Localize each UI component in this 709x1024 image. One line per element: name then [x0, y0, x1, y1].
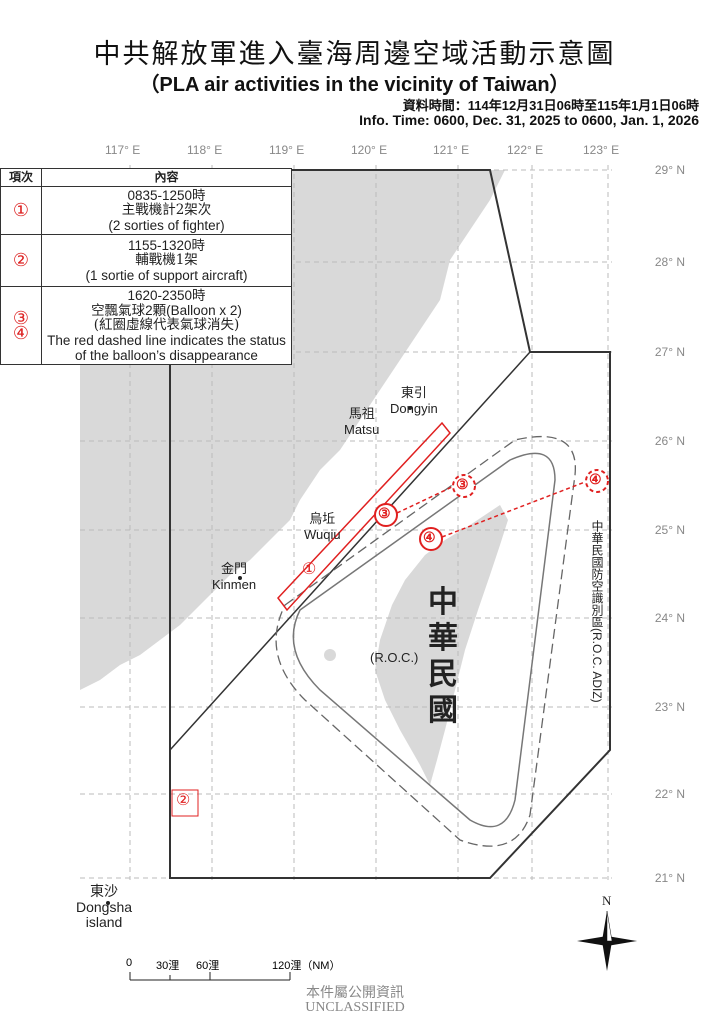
marker-1: ① — [302, 561, 317, 578]
balloon-4-end-circle — [585, 469, 609, 493]
longitude-label: 118° E — [187, 143, 223, 157]
roc-label: (R.O.C.) — [370, 650, 419, 665]
map-subtitle: （PLA air activities in the vicinity of T… — [139, 74, 570, 96]
latitude-label: 28° N — [654, 255, 685, 269]
legend-text: 1620-2350時 — [127, 288, 206, 303]
wuqiu-label: 烏坵 Wuqiu — [304, 512, 341, 542]
scale-label: 60浬 — [196, 960, 220, 972]
scale-bar — [129, 972, 291, 981]
balloon-4-start-circle — [419, 527, 443, 551]
legend-text: The red dashed line indicates the status… — [47, 333, 286, 363]
legend-text: (1 sortie of support aircraft) — [85, 268, 248, 283]
penghu-islands — [324, 649, 336, 661]
balloon-3-start-circle — [374, 503, 398, 527]
latitude-label: 26° N — [654, 434, 685, 448]
latitude-label: 29° N — [654, 163, 685, 177]
scale-label: 120浬（NM） — [272, 960, 341, 972]
legend-text: 空飄氣球2顆(Balloon x 2) — [91, 303, 242, 318]
legend-number: ② — [0, 234, 42, 287]
legend-row: ① 0835-1250時 主戰機計2架次 (2 sorties of fighter… — [0, 186, 292, 235]
adiz-label: 中華民國防空識別區(R.O.C. ADIZ) — [590, 520, 604, 703]
dongyin-label: 東引 Dongyin — [390, 386, 438, 416]
legend-text: (2 sorties of fighter) — [108, 218, 225, 233]
roc-chinese-label: 中華民國 — [428, 585, 458, 728]
marker-2: ② — [176, 792, 191, 809]
kinmen-label: 金門 Kinmen — [212, 562, 257, 592]
latitude-label: 21° N — [654, 871, 685, 885]
legend-header-item: 項次 — [0, 168, 42, 187]
longitude-label: 123° E — [583, 143, 620, 157]
support-aircraft-area — [171, 789, 199, 817]
marker-4-start: ④ — [423, 529, 436, 545]
diagonal-line — [169, 351, 531, 751]
legend-header-content: 內容 — [41, 168, 292, 187]
compass-north-label: N — [602, 893, 612, 908]
dongsha-dot — [106, 901, 110, 905]
latitude-label: 25° N — [654, 523, 685, 537]
legend-text: 主戰機計2架次 — [121, 202, 212, 218]
legend-number: ④ — [12, 322, 30, 344]
compass-rose — [577, 910, 637, 971]
taiwan-island — [375, 505, 508, 785]
footer-unclassified: UNCLASSIFIED — [305, 1000, 405, 1015]
info-time-zh: 資料時間：114年12月31日06時至115年1月1日06時 — [402, 98, 699, 113]
info-time-en: Info. Time: 0600, Dec. 31, 2025 to 0600,… — [359, 112, 699, 128]
legend-row: ② 1155-1320時 輔戰機1架 (1 sortie of support ai… — [0, 234, 292, 287]
footer-zh: 本件屬公開資訊 — [306, 986, 404, 1001]
adiz-inner-line — [292, 452, 556, 828]
longitude-label: 120° E — [351, 143, 388, 157]
longitude-label: 119° E — [269, 143, 305, 157]
legend-text: 0835-1250時 — [127, 188, 206, 203]
latitude-label: 22° N — [654, 787, 685, 801]
dongsha-label: 東沙 Dongsha island — [76, 884, 133, 930]
dongyin-dot — [408, 406, 412, 410]
legend-table: 項次 內容 ① 0835-1250時 主戰機計2架次 (2 sorties of fi… — [0, 168, 292, 365]
longitude-label: 121° E — [433, 143, 470, 157]
legend-number: ③ — [12, 307, 30, 329]
adiz-outer-line — [275, 436, 576, 847]
kinmen-dot — [238, 576, 242, 580]
matsu-label: 馬祖 Matsu — [344, 407, 380, 437]
longitude-label: 122° E — [507, 143, 544, 157]
marker-3-start: ③ — [378, 505, 391, 521]
balloon-3-end-circle — [452, 474, 476, 498]
balloon-4-track — [441, 481, 586, 538]
longitude-label: 117° E — [105, 143, 141, 157]
legend-number: ① — [0, 186, 42, 235]
legend-text: 1155-1320時 — [127, 238, 206, 253]
legend-text: (紅圈虛線代表氣球消失) — [93, 317, 240, 333]
legend-text: 輔戰機1架 — [135, 252, 198, 268]
scale-label: 30浬 — [156, 960, 180, 972]
fighter-activity-area — [277, 421, 451, 612]
marker-3-end: ③ — [456, 476, 469, 492]
latitude-label: 23° N — [654, 700, 685, 714]
scale-label: 0 — [126, 957, 133, 969]
latitude-label: 24° N — [654, 611, 685, 625]
balloon-3-track — [396, 486, 453, 514]
activity-zone-boundary — [169, 169, 611, 879]
map-title: 中共解放軍進入臺海周邊空域活動示意圖 — [93, 39, 616, 70]
latitude-label: 27° N — [654, 345, 685, 359]
marker-4-end: ④ — [589, 471, 602, 487]
